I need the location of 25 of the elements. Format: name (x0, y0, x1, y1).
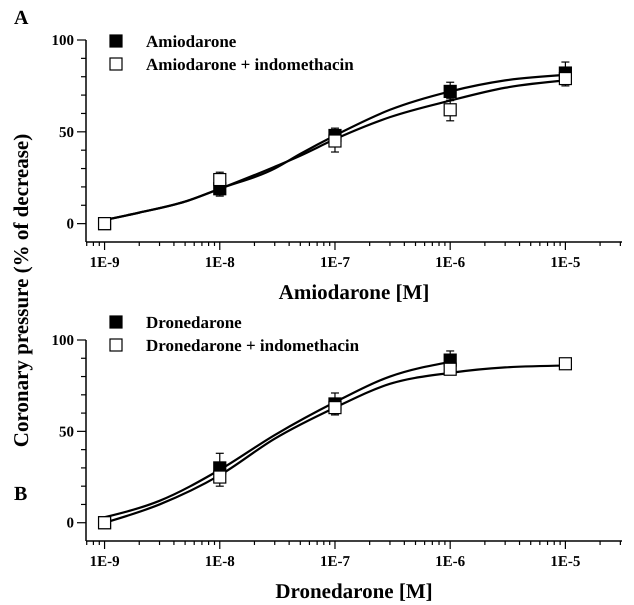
x-tick-label: 1E-7 (320, 255, 350, 271)
x-tick-label: 1E-7 (320, 554, 350, 570)
y-tick-label: 50 (59, 424, 74, 440)
text: B (14, 483, 28, 505)
legend-label: Amiodarone + indomethacin (146, 55, 354, 74)
x-tick-label: 1E-6 (435, 554, 466, 570)
y-tick-label: 100 (52, 333, 74, 349)
y-axis-title: Coronary pressure (% of decrease) (9, 134, 33, 448)
x-tick-label: 1E-5 (550, 255, 580, 271)
y-tick-label: 50 (59, 124, 74, 141)
legend-label: Dronedarone (146, 313, 242, 332)
x-tick-label: 1E-8 (204, 255, 235, 271)
y-tick-label: 100 (52, 33, 74, 49)
x-tick-label: 1E-9 (90, 255, 120, 271)
legend-label: Dronedarone + indomethacin (146, 336, 360, 355)
x-tick-label: 1E-6 (435, 255, 466, 271)
y-tick-label: 0 (66, 216, 74, 233)
chart-title: A (14, 7, 29, 29)
legend-label: Amiodarone (146, 32, 237, 51)
x-tick-label: 1E-8 (204, 554, 235, 570)
x-axis-title: Amiodarone [M] (278, 280, 430, 304)
x-tick-label: 1E-9 (90, 554, 120, 570)
x-tick-label: 1E-5 (550, 554, 580, 570)
y-tick-label: 0 (66, 516, 74, 532)
x-axis-title: Dronedarone [M] (275, 579, 433, 603)
